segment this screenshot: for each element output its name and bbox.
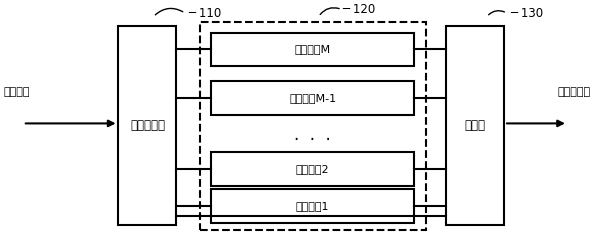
FancyBboxPatch shape: [446, 27, 504, 225]
Text: ·  ·  ·: · · ·: [295, 131, 331, 149]
Text: 光电转换器: 光电转换器: [130, 119, 165, 132]
Text: 数字信号: 数字信号: [4, 87, 30, 97]
FancyBboxPatch shape: [211, 189, 414, 223]
Text: ─ 130: ─ 130: [510, 7, 543, 20]
Text: 光衰减器1: 光衰减器1: [296, 201, 330, 211]
Text: ─ 120: ─ 120: [342, 3, 375, 16]
Text: 加法器: 加法器: [465, 119, 485, 132]
FancyBboxPatch shape: [211, 32, 414, 66]
Text: 光衰减器2: 光衰减器2: [296, 165, 330, 174]
FancyBboxPatch shape: [211, 153, 414, 186]
FancyBboxPatch shape: [118, 27, 176, 225]
Text: 模拟光信号: 模拟光信号: [557, 87, 590, 97]
FancyBboxPatch shape: [211, 81, 414, 115]
Text: ─ 110: ─ 110: [188, 7, 222, 20]
Text: 光衰减器M-1: 光衰减器M-1: [289, 93, 336, 103]
Text: 光衰减器M: 光衰减器M: [295, 45, 331, 54]
